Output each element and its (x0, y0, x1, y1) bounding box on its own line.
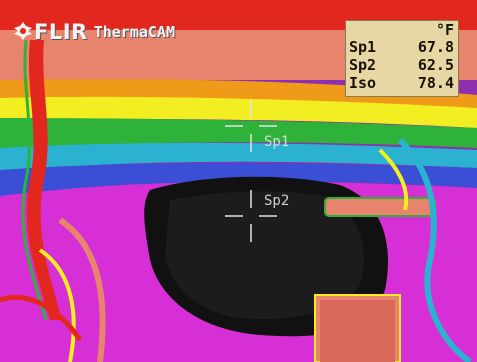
left-pipe-outline (21, 39, 48, 321)
temperature-readout-panel: °F Sp1 67.8 Sp2 62.5 Iso 78.4 (345, 20, 459, 97)
flir-logo-icon (14, 22, 32, 40)
left-cable-3 (0, 294, 83, 342)
readout-row-iso: Iso 78.4 (349, 75, 454, 91)
crosshair-sp1-icon (225, 100, 277, 152)
readout-value: 67.8 (417, 38, 454, 56)
readout-value: 78.4 (417, 74, 454, 92)
readout-row-sp2: Sp2 62.5 (349, 57, 454, 73)
readout-row-sp1: Sp1 67.8 (349, 39, 454, 55)
readout-label: Sp1 (349, 38, 377, 56)
right-cable (397, 137, 472, 362)
band-green (0, 118, 477, 150)
right-cylinder (324, 197, 436, 217)
readout-label: Sp2 (349, 56, 377, 74)
brand-logo-text: FLIR (34, 20, 88, 44)
band-cyan (0, 142, 477, 172)
left-cable-2 (38, 248, 76, 362)
brand-header: FLIR ThermaCAM (34, 20, 175, 44)
brand-product-text: ThermaCAM (93, 23, 175, 41)
readout-value: 62.5 (417, 56, 454, 74)
bottom-box-inner (320, 300, 395, 362)
right-cable-2 (378, 148, 409, 211)
spot-label-sp1: Sp1 (264, 134, 290, 150)
left-pipe-hot (26, 40, 62, 320)
cold-region-speckle (165, 191, 364, 320)
readout-label: Iso (349, 74, 377, 92)
temperature-unit: °F (435, 21, 454, 39)
crosshair-sp2-icon (225, 190, 277, 242)
spot-label-sp2: Sp2 (264, 193, 290, 209)
band-yellow (0, 96, 477, 128)
left-cable (58, 217, 106, 362)
